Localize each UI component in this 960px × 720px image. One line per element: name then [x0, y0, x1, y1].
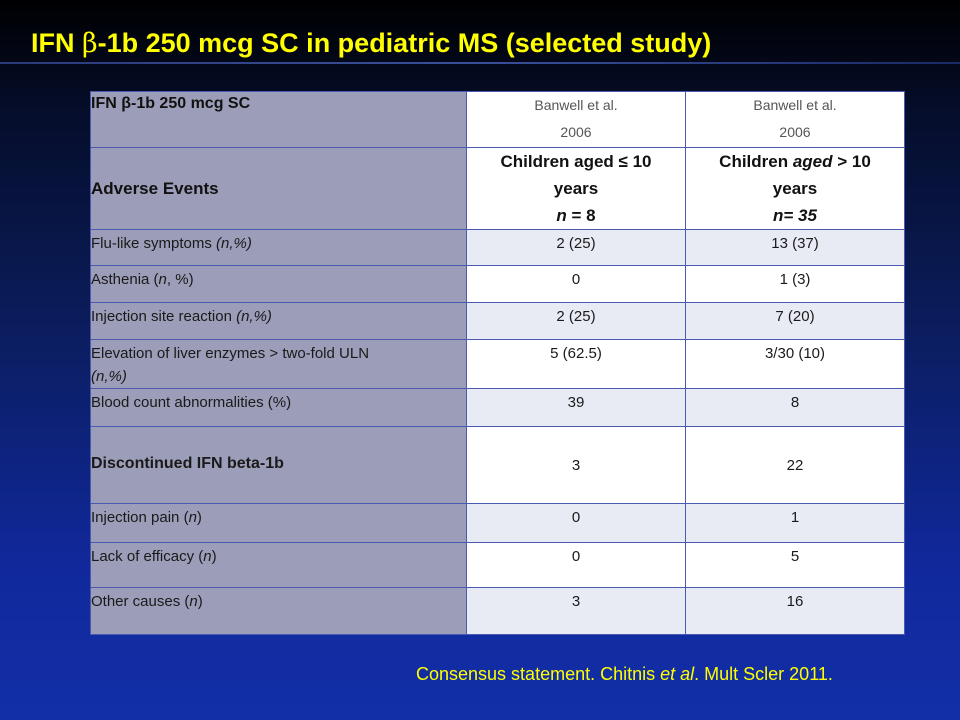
subheader-line: Children aged ≤ 10: [500, 152, 652, 171]
row-value-cell: 0: [466, 265, 686, 303]
row-value-cell: 16: [685, 587, 905, 635]
subheader-line: n = 8: [556, 206, 596, 225]
source-line: Banwell et al.: [534, 97, 618, 113]
subheader-line: years: [553, 179, 599, 198]
table-row: Blood count abnormalities (%) 39 8: [90, 388, 905, 427]
row-value-cell: 2 (25): [466, 302, 686, 340]
header-source-cell-1: Banwell et al. 2006: [466, 91, 686, 148]
table-subheader-row: Adverse Events Children aged ≤ 10 years …: [90, 147, 905, 230]
row-label-cell: Injection site reaction (n,%): [90, 302, 467, 340]
row-value-cell: 13 (37): [685, 229, 905, 266]
row-label-cell: Elevation of liver enzymes > two-fold UL…: [90, 339, 467, 389]
row-value-cell: 3/30 (10): [685, 339, 905, 389]
row-value-cell: 3: [466, 426, 686, 504]
table-row: Discontinued IFN beta-1b 3 22: [90, 426, 905, 504]
header-label-cell: IFN β-1b 250 mcg SC: [90, 91, 467, 148]
row-value-cell: 39: [466, 388, 686, 427]
row-label-cell: Asthenia (n, %): [90, 265, 467, 303]
table-row: Elevation of liver enzymes > two-fold UL…: [90, 339, 905, 389]
subheader-label-cell: Adverse Events: [90, 147, 467, 230]
row-value-cell: 2 (25): [466, 229, 686, 266]
source-line: 2006: [560, 124, 592, 140]
row-value-cell: 7 (20): [685, 302, 905, 340]
subheader-label: Adverse Events: [91, 179, 219, 198]
table-row: Injection pain (n) 0 1: [90, 503, 905, 543]
row-value-cell: 8: [685, 388, 905, 427]
subheader-cell-2: Children aged > 10 years n= 35: [685, 147, 905, 230]
header-label: IFN β-1b 250 mcg SC: [91, 95, 251, 112]
row-label-cell: Discontinued IFN beta-1b: [90, 426, 467, 504]
subheader-line: years: [772, 179, 818, 198]
table-header-row: IFN β-1b 250 mcg SC Banwell et al. 2006 …: [90, 91, 905, 148]
table-row: Lack of efficacy (n) 0 5: [90, 542, 905, 588]
slide-title: IFN β-1b 250 mcg SC in pediatric MS (sel…: [31, 28, 712, 59]
title-divider: [0, 62, 960, 64]
row-value-cell: 3: [466, 587, 686, 635]
row-label-cell: Injection pain (n): [90, 503, 467, 543]
row-value-cell: 0: [466, 542, 686, 588]
adverse-events-table: IFN β-1b 250 mcg SC Banwell et al. 2006 …: [90, 91, 905, 635]
row-value-cell: 1 (3): [685, 265, 905, 303]
subheader-line: Children aged > 10: [719, 152, 871, 171]
table-row: Other causes (n) 3 16: [90, 587, 905, 635]
header-source-cell-2: Banwell et al. 2006: [685, 91, 905, 148]
row-value-cell: 5: [685, 542, 905, 588]
source-line: 2006: [779, 124, 811, 140]
row-value-cell: 5 (62.5): [466, 339, 686, 389]
subheader-cell-1: Children aged ≤ 10 years n = 8: [466, 147, 686, 230]
row-value-cell: 0: [466, 503, 686, 543]
table-row: Injection site reaction (n,%) 2 (25) 7 (…: [90, 302, 905, 340]
row-label-cell: Lack of efficacy (n): [90, 542, 467, 588]
row-label-cell: Blood count abnormalities (%): [90, 388, 467, 427]
table-row: Flu-like symptoms (n,%) 2 (25) 13 (37): [90, 229, 905, 266]
subheader-line: n= 35: [773, 206, 817, 225]
row-label-cell: Other causes (n): [90, 587, 467, 635]
row-label-cell: Flu-like symptoms (n,%): [90, 229, 467, 266]
citation: Consensus statement. Chitnis et al. Mult…: [416, 664, 833, 684]
row-value-cell: 1: [685, 503, 905, 543]
row-value-cell: 22: [685, 426, 905, 504]
table-row: Asthenia (n, %) 0 1 (3): [90, 265, 905, 303]
source-line: Banwell et al.: [753, 97, 837, 113]
